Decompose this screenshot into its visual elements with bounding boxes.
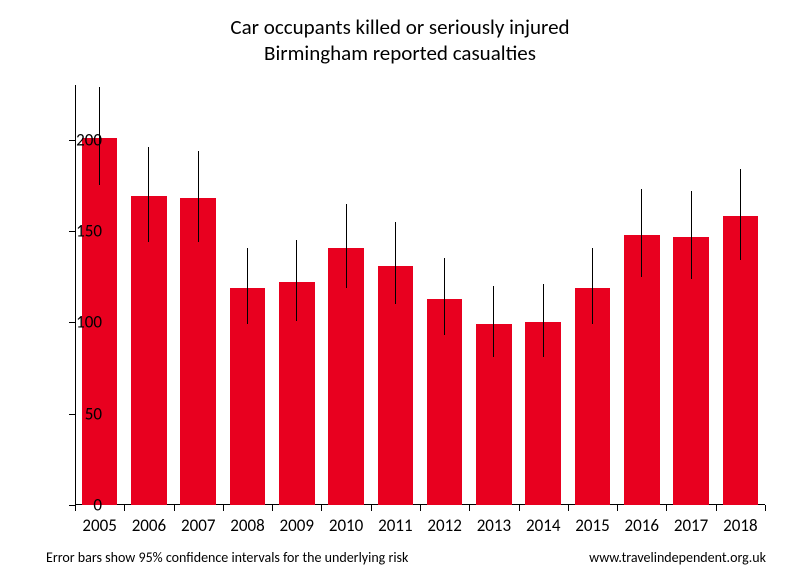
title-line-1: Car occupants killed or seriously injure…	[230, 14, 569, 40]
bar	[131, 196, 166, 505]
x-tick-label: 2017	[674, 515, 708, 536]
x-tick	[174, 505, 175, 511]
x-tick	[420, 505, 421, 511]
x-tick-label: 2014	[526, 515, 560, 536]
x-tick-label: 2010	[329, 515, 363, 536]
x-tick	[469, 505, 470, 511]
error-bar	[395, 222, 396, 304]
x-tick	[666, 505, 667, 511]
x-tick	[568, 505, 569, 511]
y-tick-label: 0	[42, 495, 102, 516]
y-tick-label: 150	[42, 221, 102, 242]
x-tick-label: 2013	[477, 515, 511, 536]
x-tick-label: 2012	[427, 515, 461, 536]
plot-area	[75, 85, 765, 505]
x-tick	[519, 505, 520, 511]
error-bar	[296, 240, 297, 320]
x-tick-label: 2011	[378, 515, 412, 536]
error-bar	[592, 248, 593, 325]
x-tick	[272, 505, 273, 511]
x-tick	[371, 505, 372, 511]
x-tick	[223, 505, 224, 511]
x-tick-label: 2009	[280, 515, 314, 536]
error-bar	[148, 147, 149, 242]
x-tick-label: 2007	[181, 515, 215, 536]
footer-source: www.travelindependent.org.uk	[589, 549, 766, 566]
x-tick-label: 2018	[723, 515, 757, 536]
title-line-2: Birmingham reported casualties	[264, 40, 536, 66]
error-bar	[493, 286, 494, 357]
x-tick-label: 2015	[575, 515, 609, 536]
y-tick-label: 200	[42, 129, 102, 150]
error-bar	[346, 204, 347, 288]
error-bar	[247, 248, 248, 325]
error-bar	[543, 284, 544, 357]
bar	[180, 198, 215, 505]
x-tick	[321, 505, 322, 511]
footer-note: Error bars show 95% confidence intervals…	[46, 549, 408, 566]
x-tick-label: 2005	[82, 515, 116, 536]
x-tick	[765, 505, 766, 511]
x-tick	[124, 505, 125, 511]
x-tick	[617, 505, 618, 511]
error-bar	[641, 189, 642, 277]
y-tick-label: 100	[42, 312, 102, 333]
chart-title: Car occupants killed or seriously injure…	[0, 14, 800, 67]
y-tick-label: 50	[42, 403, 102, 424]
error-bar	[444, 258, 445, 335]
error-bar	[691, 191, 692, 279]
x-tick-label: 2006	[132, 515, 166, 536]
error-bar	[198, 151, 199, 242]
x-tick	[716, 505, 717, 511]
x-tick-label: 2016	[625, 515, 659, 536]
x-tick-label: 2008	[230, 515, 264, 536]
chart-container: Car occupants killed or seriously injure…	[0, 0, 800, 580]
error-bar	[740, 169, 741, 260]
